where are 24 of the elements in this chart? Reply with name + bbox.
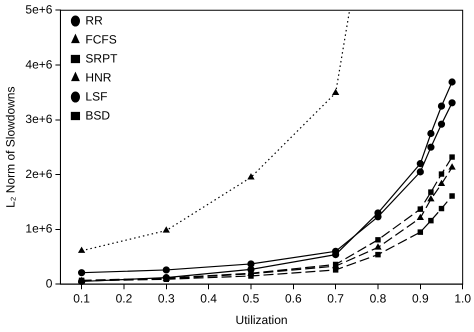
y-tick-label: 1e+6 [25,222,53,236]
y-tick-label: 2e+6 [25,166,53,181]
x-tick-label: 0.1 [73,292,90,306]
x-tick-label: 0.4 [200,292,218,306]
x-tick-label: 0.7 [327,292,344,306]
legend-label: LSF [85,89,108,104]
y-tick-label: 0 [46,276,53,291]
y-tick-label: 3e+6 [25,112,53,126]
legend-label: RR [85,13,104,28]
x-tick-label: 0.6 [284,292,302,306]
x-tick-label: 0.5 [242,292,260,306]
x-tick-label: 0.2 [116,292,133,306]
legend-label: HNR [85,70,112,84]
y-tick-label: 5e+6 [25,2,53,17]
legend-label: FCFS [85,32,117,46]
legend-label: SRPT [85,51,118,66]
x-axis-title: Utilization [236,313,288,328]
legend-label: BSD [85,108,110,122]
y-axis-title: L₂ Norm of Slowdowns [4,86,18,208]
x-tick-label: 0.9 [412,292,429,306]
x-tick-label: 0.3 [158,292,175,306]
x-tick-label: 1.0 [454,292,472,306]
x-tick-label: 0.8 [370,292,387,306]
y-tick-label: 4e+6 [25,57,53,72]
